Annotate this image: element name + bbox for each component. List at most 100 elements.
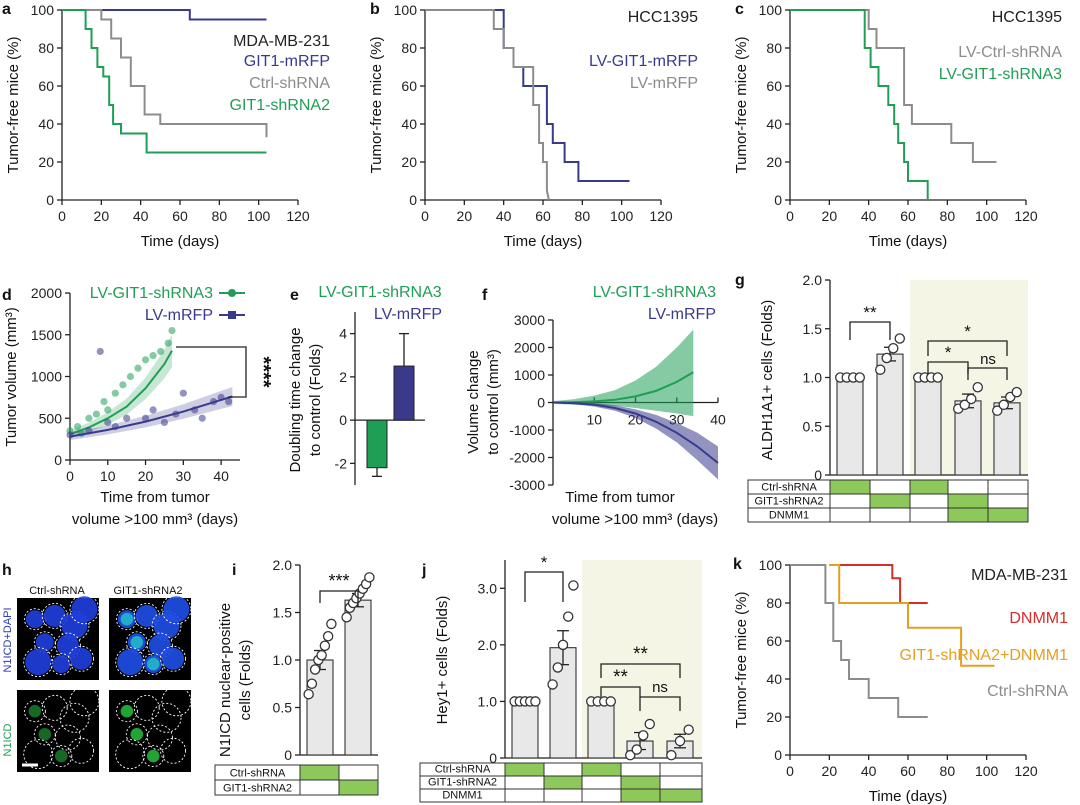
c-x-tick-label: 40: [861, 208, 877, 224]
j-table-cell: [543, 788, 583, 803]
d-point-green: [141, 356, 150, 364]
i-y-label-2: cells (Folds): [237, 640, 254, 721]
panel-label-a: a: [2, 1, 11, 18]
h-cell: [135, 604, 158, 627]
d-point-green: [164, 339, 172, 347]
f-y-tick-label: 0: [537, 395, 545, 411]
d-point-green: [111, 389, 119, 397]
j-sig-bracket: [524, 571, 564, 602]
h-cell: [25, 610, 44, 629]
h-cell: [25, 649, 52, 676]
i-table-cell: [299, 779, 340, 796]
j-table-cell: [543, 762, 583, 777]
panel-label-b: b: [370, 1, 380, 18]
h-cell-outline: [69, 686, 100, 717]
h-cell-outline: [41, 694, 68, 721]
a-y-tick-label: 60: [38, 78, 54, 94]
g-y-tick-label: 0: [814, 467, 822, 483]
h-cell-outline: [133, 694, 160, 721]
k-legend-2: Ctrl-shRNA: [987, 683, 1068, 700]
h-cell-outline: [146, 632, 173, 659]
a-y-tick-label: 20: [38, 154, 54, 170]
g-table-cell: [829, 507, 871, 523]
f-y-tick-label: 2000: [514, 340, 545, 356]
d-point-green: [73, 423, 82, 431]
e-legend-1: LV-mRFP: [374, 306, 442, 323]
h-cell-signal: [120, 704, 134, 718]
g-y-tick-label: 1.0: [803, 370, 823, 386]
a-series-git1-shrna2: [62, 9, 267, 154]
g-table-cell: [869, 507, 911, 523]
k-x-tick-label: 80: [940, 763, 956, 779]
h-cell-outline: [125, 723, 148, 746]
i-table-cell: [338, 779, 379, 796]
b-y-tick-label: 100: [394, 2, 418, 18]
g-sig-label: **: [863, 303, 877, 322]
g-table-cell: [829, 479, 871, 495]
d-x-tick-label: 30: [176, 468, 192, 484]
h-cell-outline: [59, 702, 90, 733]
c-y-tick-label: 0: [774, 192, 782, 208]
i-y-tick-label: 0: [284, 747, 292, 763]
g-table-cell: [829, 493, 871, 509]
k-title: MDA-MB-231: [971, 567, 1068, 584]
j-table-cell: [659, 775, 703, 790]
a-x-tick-label: 60: [172, 208, 188, 224]
k-legend-1: GIT1-shRNA2+DNMM1: [900, 647, 1069, 664]
k-y-tick-label: 0: [774, 747, 782, 763]
g-bar-0: [836, 376, 864, 476]
b-x-tick-label: 0: [421, 208, 429, 224]
d-y-tick-label: 2000: [31, 285, 62, 301]
h-row-label-1: N1ICD+DAPI: [2, 607, 14, 672]
j-point: [557, 639, 569, 651]
e-y-tick-label: 0: [339, 412, 347, 428]
h-cell-outline: [68, 737, 95, 764]
h-cell-signal: [130, 636, 144, 649]
i-point: [309, 664, 321, 675]
j-sig-bracket: [600, 663, 681, 678]
g-sig-label: *: [945, 343, 952, 362]
c-y-label: Tumor-free mice (%): [733, 37, 750, 174]
panel-label-d: d: [2, 287, 12, 304]
i-table-row-label: GIT1-shRNA2: [223, 783, 292, 795]
e-legend-0: LV-GIT1-shRNA3: [318, 284, 441, 301]
d-significance: ****: [252, 356, 274, 387]
h-cell-outline: [23, 700, 46, 723]
j-table-row-label: Ctrl-shRNA: [435, 764, 491, 776]
c-x-tick-label: 100: [975, 208, 999, 224]
j-y-tick-label: 1.0: [478, 693, 498, 709]
g-point: [959, 399, 971, 411]
a-legend-2: GIT1-shRNA2: [230, 97, 331, 114]
b-x-tick-label: 80: [575, 208, 591, 224]
e-y-tick-label: 2: [339, 369, 347, 385]
g-bar-3: [954, 400, 982, 476]
g-y-tick-label: 1.5: [803, 321, 823, 337]
a-legend-1: Ctrl-shRNA: [249, 75, 330, 92]
c-x-tick-label: 80: [940, 208, 956, 224]
a-x-tick-label: 120: [286, 208, 310, 224]
d-legend-0: LV-GIT1-shRNA3: [90, 285, 213, 302]
j-point: [562, 611, 574, 622]
h-cell-outline: [160, 737, 187, 764]
g-table-row-label: GIT1-shRNA2: [754, 496, 823, 508]
j-table-cell: [504, 775, 545, 790]
d-y-tick-label: 500: [39, 410, 63, 426]
d-point-navy: [149, 406, 157, 414]
j-table-cell: [620, 788, 661, 803]
i-y-tick-label: 2.0: [273, 557, 293, 573]
j-table-cell: [659, 788, 703, 803]
h-cell: [117, 649, 144, 676]
h-cell-outline: [54, 632, 81, 659]
b-y-tick-label: 0: [409, 192, 417, 208]
k-y-tick-label: 100: [759, 557, 783, 573]
c-y-tick-label: 20: [766, 154, 782, 170]
a-y-tick-label: 80: [38, 40, 54, 56]
k-x-tick-label: 60: [900, 763, 916, 779]
d-point-navy: [160, 418, 169, 427]
k-series-git1-shrna2+dnmm1: [829, 564, 995, 667]
g-table-cell: [987, 479, 1029, 495]
d-legend-1: LV-mRFP: [145, 307, 213, 324]
panel-label-k: k: [733, 556, 742, 573]
g-table-cell: [869, 479, 911, 495]
